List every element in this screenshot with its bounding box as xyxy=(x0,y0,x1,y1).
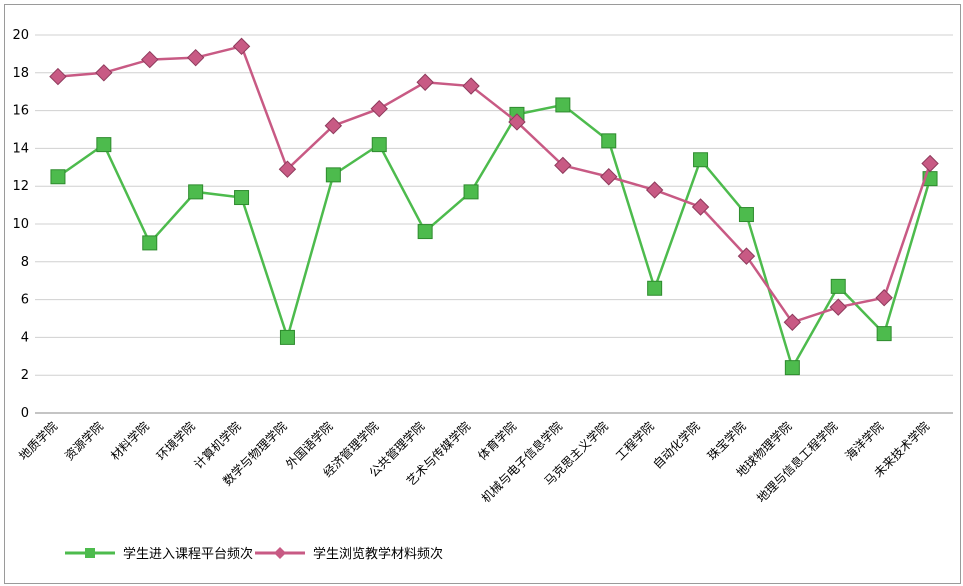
data-point xyxy=(232,37,251,56)
legend-label: 学生浏览教学材料频次 xyxy=(313,546,443,562)
x-category-label: 自动化学院 xyxy=(650,419,703,472)
y-tick-label: 6 xyxy=(21,293,29,308)
series-layer xyxy=(49,37,939,376)
data-point xyxy=(141,50,159,69)
data-point xyxy=(737,247,756,265)
data-point xyxy=(278,160,297,178)
series-line xyxy=(57,103,932,371)
x-category-label: 工程学院 xyxy=(612,419,657,464)
y-tick-label: 10 xyxy=(12,217,29,232)
data-point xyxy=(830,278,846,294)
data-point xyxy=(829,298,847,316)
x-axis-categories: 地质学院 资源学院 材料学院 环境学院计算机学院数学与物理学院外国语学院经济管理学院公… xyxy=(16,419,933,506)
legend-marker xyxy=(85,548,95,558)
x-category-label: 地质学院 xyxy=(16,419,61,464)
y-tick-label: 2 xyxy=(21,368,29,383)
series-2 xyxy=(49,37,939,331)
data-point xyxy=(96,137,112,153)
data-point xyxy=(691,198,710,216)
y-tick-label: 14 xyxy=(12,141,29,156)
y-tick-label: 18 xyxy=(12,66,29,81)
x-category-label: 资源学院 xyxy=(61,419,106,464)
data-point xyxy=(463,184,479,200)
data-point xyxy=(601,133,617,149)
y-tick-label: 20 xyxy=(12,28,29,43)
data-point xyxy=(234,190,250,206)
data-point xyxy=(416,73,434,91)
legend-label: 学生进入课程平台频次 xyxy=(123,546,253,562)
grid-lines xyxy=(35,34,953,414)
x-category-label: 珠宝学院 xyxy=(704,419,749,464)
data-point xyxy=(417,224,433,240)
data-point xyxy=(693,152,709,168)
line-chart: 0 2 4 6 8 10 12 14 16 18 20 地质学院 资源学院 材料学院 环境学院计算机学院数… xyxy=(12,28,953,562)
data-point xyxy=(784,360,800,376)
chart-frame: 0 2 4 6 8 10 12 14 16 18 20 地质学院 资源学院 材料学院 环境学院 计算机学院数… xyxy=(4,4,961,584)
data-point xyxy=(875,289,893,307)
data-point xyxy=(783,313,802,331)
data-point xyxy=(370,100,388,118)
series-1 xyxy=(50,97,938,376)
data-point xyxy=(325,167,341,183)
y-tick-label: 8 xyxy=(21,255,29,270)
x-category-label: 海洋学院 xyxy=(842,419,887,464)
data-point xyxy=(554,156,572,175)
x-category-label: 地理与信息工程学院 xyxy=(753,419,840,506)
data-point xyxy=(508,113,526,131)
legend: 学生进入课程平台频次 学生浏览教学材料频次 xyxy=(65,546,443,562)
data-point xyxy=(49,67,67,86)
data-point xyxy=(142,235,158,251)
data-point xyxy=(186,48,205,67)
data-point xyxy=(279,329,295,345)
x-category-label: 环境学院 xyxy=(153,419,198,464)
data-point xyxy=(645,181,664,199)
x-category-label: 体育学院 xyxy=(475,419,520,464)
y-tick-label: 12 xyxy=(12,179,29,194)
data-point xyxy=(921,154,939,173)
data-point xyxy=(324,117,343,135)
data-point xyxy=(600,168,618,186)
x-category-label: 机械与电子信息学院 xyxy=(478,419,565,506)
data-point xyxy=(462,77,480,95)
legend-marker xyxy=(274,547,286,559)
data-point xyxy=(50,169,66,185)
data-point xyxy=(647,280,663,296)
data-point xyxy=(555,97,571,113)
data-point xyxy=(188,184,204,200)
y-tick-label: 4 xyxy=(21,330,29,345)
data-point xyxy=(371,137,387,153)
data-point xyxy=(95,64,113,82)
data-point xyxy=(876,326,892,342)
y-axis-ticks: 0 2 4 6 8 10 12 14 16 18 20 xyxy=(12,28,29,421)
y-tick-label: 0 xyxy=(21,406,29,421)
series-line xyxy=(57,44,932,324)
data-point xyxy=(738,207,754,223)
x-category-label: 材料学院 xyxy=(107,419,152,464)
y-tick-label: 16 xyxy=(12,104,29,119)
